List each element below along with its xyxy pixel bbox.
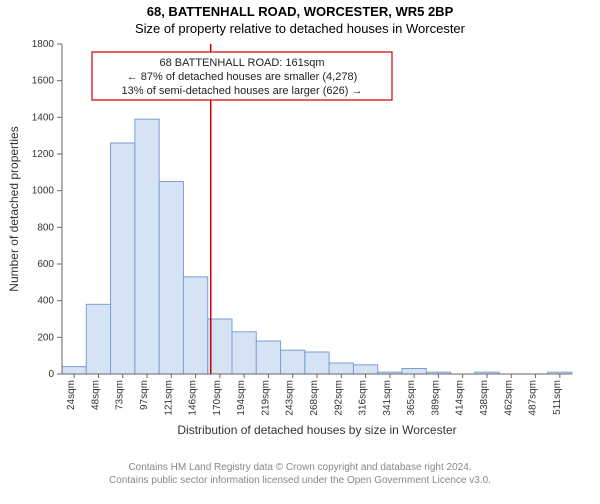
- x-tick-label: 219sqm: [260, 380, 271, 416]
- x-tick-label: 243sqm: [285, 380, 296, 416]
- footer: Contains HM Land Registry data © Crown c…: [0, 461, 600, 487]
- x-tick-label: 48sqm: [90, 380, 101, 410]
- histogram-bar: [86, 304, 110, 374]
- page-subtitle: Size of property relative to detached ho…: [0, 21, 600, 36]
- x-tick-label: 170sqm: [212, 380, 223, 416]
- histogram-bar: [305, 352, 329, 374]
- histogram-bar: [353, 365, 377, 374]
- svg-text:1200: 1200: [32, 149, 55, 160]
- x-tick-label: 438sqm: [479, 380, 490, 416]
- x-tick-label: 268sqm: [309, 380, 320, 416]
- y-axis-label: Number of detached properties: [7, 126, 21, 291]
- x-tick-label: 414sqm: [455, 380, 466, 416]
- x-tick-label: 121sqm: [163, 380, 174, 416]
- histogram-bar: [135, 119, 159, 374]
- x-tick-label: 24sqm: [66, 380, 77, 410]
- x-tick-label: 462sqm: [503, 380, 514, 416]
- svg-text:800: 800: [37, 222, 54, 233]
- svg-text:400: 400: [37, 296, 54, 307]
- histogram-bar: [111, 143, 135, 374]
- x-tick-label: 97sqm: [139, 380, 150, 410]
- histogram-bar: [281, 350, 305, 374]
- svg-text:1800: 1800: [32, 40, 55, 50]
- histogram-bar: [62, 367, 86, 374]
- histogram-bar: [183, 277, 207, 374]
- callout-line-3: 13% of semi-detached houses are larger (…: [122, 85, 363, 97]
- histogram-bar: [402, 369, 426, 375]
- chart-container: 0 200 400 600 800 1000 1200 1400 1600 1800 24sqm 48…: [0, 40, 600, 455]
- footer-line-1: Contains HM Land Registry data © Crown c…: [0, 461, 600, 474]
- x-tick-label: 316sqm: [358, 380, 369, 416]
- callout-line-1: 68 BATTENHALL ROAD: 161sqm: [159, 57, 324, 69]
- histogram-bar: [329, 363, 353, 374]
- svg-text:1600: 1600: [32, 76, 55, 87]
- svg-text:1000: 1000: [32, 186, 55, 197]
- svg-text:200: 200: [37, 332, 54, 343]
- svg-text:600: 600: [37, 259, 54, 270]
- histogram-chart: 0 200 400 600 800 1000 1200 1400 1600 1800 24sqm 48…: [0, 40, 600, 450]
- x-tick-label: 365sqm: [406, 380, 417, 416]
- histogram-bar: [232, 332, 256, 374]
- x-tick-label: 511sqm: [552, 380, 563, 415]
- x-tick-label: 341sqm: [382, 380, 393, 416]
- x-axis-label: Distribution of detached houses by size …: [177, 423, 456, 437]
- x-tick-label: 487sqm: [528, 380, 539, 416]
- x-tick-label: 73sqm: [115, 380, 126, 410]
- x-tick-label: 389sqm: [430, 380, 441, 416]
- x-tick-label: 194sqm: [236, 380, 247, 416]
- callout-line-2: ← 87% of detached houses are smaller (4,…: [127, 71, 358, 83]
- histogram-bar: [159, 182, 183, 375]
- svg-text:1400: 1400: [32, 112, 55, 123]
- footer-line-2: Contains public sector information licen…: [0, 474, 600, 487]
- page-title: 68, BATTENHALL ROAD, WORCESTER, WR5 2BP: [0, 4, 600, 19]
- x-tick-label: 292sqm: [333, 380, 344, 416]
- svg-text:0: 0: [48, 369, 54, 380]
- x-tick-label: 146sqm: [188, 380, 199, 416]
- histogram-bar: [256, 341, 280, 374]
